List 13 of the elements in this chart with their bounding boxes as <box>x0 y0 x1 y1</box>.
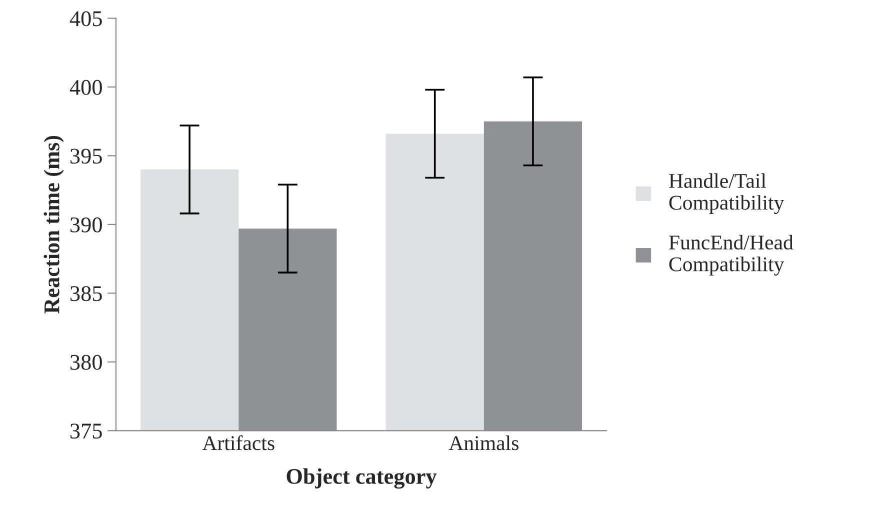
y-axis-title: Reaction time (ms) <box>44 136 64 314</box>
x-axis-title: Object category <box>286 468 437 489</box>
y-tick-label: 390 <box>70 217 102 232</box>
y-tick-label: 380 <box>70 354 102 370</box>
legend-label: FuncEnd/Head Compatibility <box>669 234 794 276</box>
y-tick-label: 385 <box>70 286 102 302</box>
y-tick-label: 400 <box>70 80 102 95</box>
x-tick-label: Artifacts <box>202 435 274 450</box>
legend-label: Handle/Tail Compatibility <box>669 173 784 214</box>
y-tick-label: 405 <box>70 11 102 26</box>
y-tick-label: 375 <box>70 424 102 439</box>
y-tick-label: 395 <box>70 148 102 164</box>
x-tick-label: Animals <box>448 436 518 450</box>
